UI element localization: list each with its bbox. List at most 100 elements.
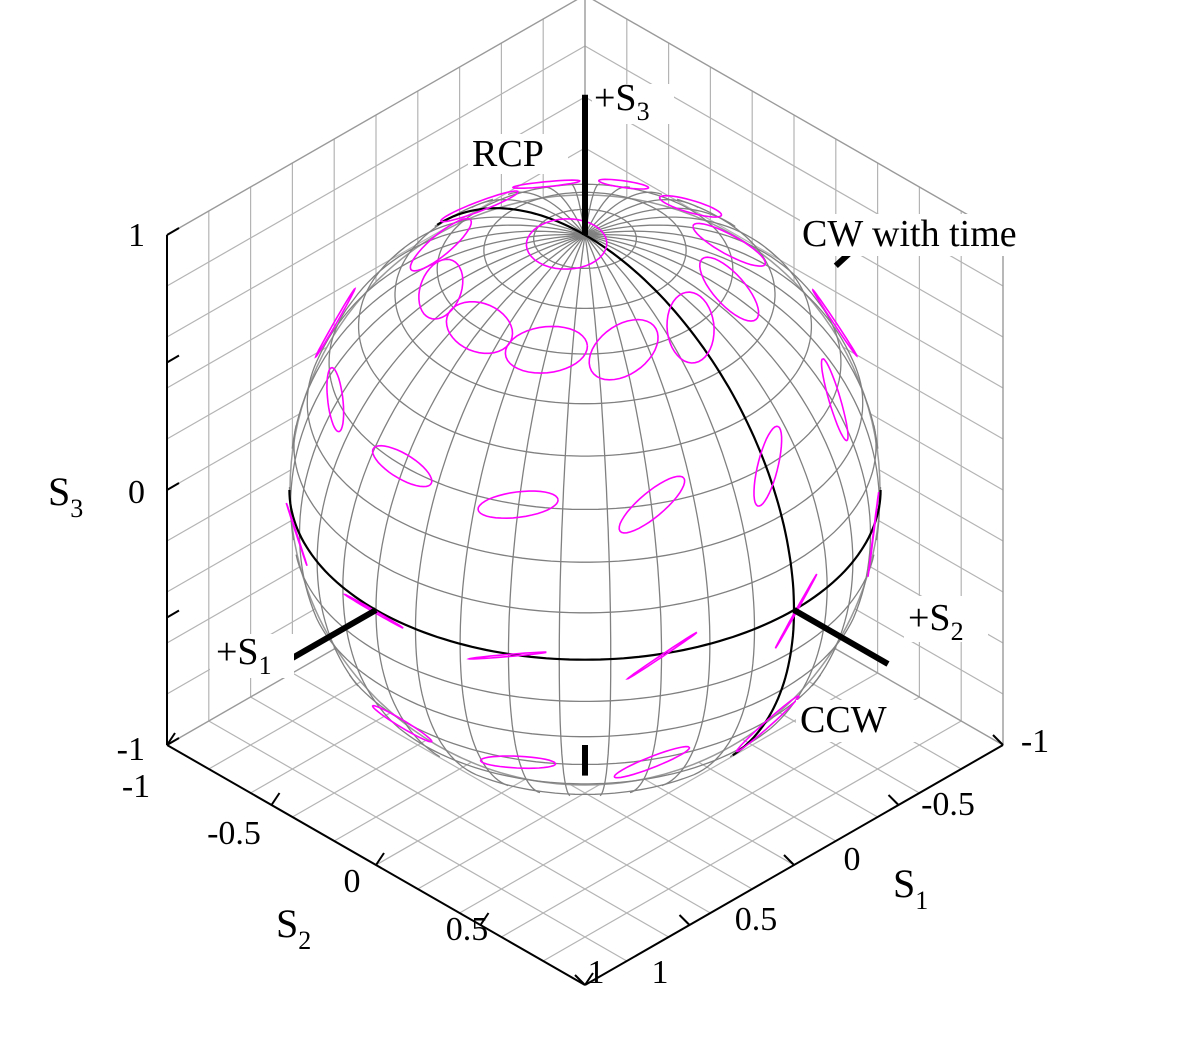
mesh-longitude-line	[459, 234, 586, 787]
great-circles	[288, 207, 882, 757]
s3-tick-mark	[166, 482, 180, 491]
s1-tick-mark	[574, 974, 586, 986]
s1-tick-mark	[678, 914, 691, 926]
plus-s1-label-background	[210, 634, 294, 678]
polarization-ellipse	[371, 444, 433, 488]
mesh-longitude-line	[584, 234, 663, 794]
plus-s1-rod	[280, 607, 378, 667]
polarization-ellipse	[811, 288, 858, 358]
mesh-longitude-line	[289, 234, 586, 541]
plus-s2-rod	[792, 607, 890, 667]
plus-s3-label: +S3	[594, 77, 650, 126]
polarization-ellipse	[774, 573, 818, 649]
s3-axis-label-main: S	[48, 469, 70, 514]
polarization-ellipse	[466, 651, 547, 660]
mesh-longitude-line	[584, 234, 711, 787]
box-grid-line	[542, 720, 962, 962]
sphere-mesh	[288, 183, 882, 797]
mesh-longitude-line	[316, 234, 586, 687]
plus-s2-label: +S2	[908, 597, 964, 646]
mesh-latitude-line	[399, 727, 426, 747]
polarization-ellipses	[285, 178, 880, 779]
polarization-ellipse	[658, 194, 723, 218]
polarization-ellipse	[418, 258, 464, 320]
polarization-ellipse	[588, 318, 659, 381]
polarization-ellipse	[326, 366, 345, 433]
mesh-latitude-line	[357, 247, 426, 419]
mesh-longitude-line	[471, 198, 586, 236]
s3-axis-label: S3	[48, 469, 83, 523]
rcp-label: RCP	[472, 133, 544, 175]
polarization-ellipse	[618, 475, 686, 534]
mesh-latitude-line	[424, 247, 813, 457]
polarization-ellipse	[477, 490, 559, 520]
box-grid-line	[208, 720, 628, 962]
polarization-ellipse	[820, 357, 849, 442]
s1-tick-labels: -1 -0.5 0 0.5 1	[652, 723, 1050, 991]
s2-tick-mark	[479, 912, 490, 926]
box-grid-line	[250, 696, 669, 938]
mesh-longitude-line	[584, 198, 699, 236]
box-wall-edge	[166, 0, 578, 236]
s3-axis-label-sub: 3	[70, 494, 83, 523]
s1-axis-label-sub: 1	[915, 886, 928, 915]
mesh-latitude-line	[316, 618, 389, 691]
box-grid-line	[166, 45, 586, 287]
ccw-label: CCW	[800, 699, 887, 741]
polarization-ellipse	[409, 217, 473, 272]
cw-label-background	[800, 214, 1068, 256]
s2-tick-mark	[166, 732, 176, 746]
mesh-latitude-line	[295, 554, 380, 654]
polarization-ellipse	[342, 593, 404, 629]
mesh-latitude-line	[475, 774, 695, 796]
mesh-longitude-line	[414, 234, 586, 776]
s1-tick-mark	[783, 854, 795, 866]
box-grid-line	[584, 147, 1004, 389]
cw-with-time-label: CW with time	[802, 213, 1017, 255]
s1-axis-label: S1	[893, 861, 928, 915]
plus-s2-label-sub: 2	[951, 617, 964, 646]
s1-tick-mark	[992, 734, 1004, 746]
mesh-latitude-line	[450, 198, 776, 405]
axis-rods-front	[280, 94, 890, 776]
s2-tick-mark	[584, 972, 594, 986]
plus-s3-label-sub: 3	[637, 97, 650, 126]
mesh-longitude-line	[507, 234, 586, 794]
s2-tick-mark	[375, 852, 385, 866]
polarization-ellipse	[698, 256, 760, 322]
s1-tick-label: 0	[844, 841, 861, 878]
mesh-latitude-line	[403, 674, 822, 766]
s2-axis-label: S2	[276, 901, 311, 955]
polarization-ellipse	[867, 491, 880, 577]
polarization-ellipse	[511, 179, 581, 189]
polarization-ellipse	[479, 755, 557, 770]
s2-axis-label-main: S	[276, 901, 298, 946]
meridian-circle	[436, 207, 796, 611]
plus-s3-label-background	[592, 84, 674, 124]
mesh-longitude-line	[316, 230, 586, 362]
mesh-longitude-line	[584, 233, 879, 449]
s3-tick-label: 1	[128, 217, 145, 254]
box-grid-line	[292, 672, 711, 914]
mesh-longitude-line	[342, 234, 586, 729]
polarization-ellipse	[285, 502, 308, 567]
mesh-longitude-line	[375, 234, 586, 758]
mesh-longitude-line	[393, 216, 586, 257]
s1-tick-mark	[887, 794, 900, 806]
mesh-longitude-line	[584, 234, 756, 776]
plus-s2-label-background	[904, 596, 988, 642]
mesh-longitude-line	[584, 234, 828, 729]
s2-tick-label: -0.5	[207, 815, 261, 852]
s1-tick-label: -0.5	[921, 786, 975, 823]
sphere-disc	[289, 194, 881, 786]
equator-circle	[375, 489, 882, 661]
mesh-longitude-line	[291, 233, 586, 449]
s1-tick-label: 1	[652, 954, 669, 991]
polarization-ellipse	[613, 745, 691, 779]
plus-s1-label-sub: 1	[259, 651, 272, 680]
mesh-latitude-line	[328, 300, 405, 467]
equator-circle	[288, 489, 377, 611]
polarization-ellipse	[597, 178, 650, 190]
